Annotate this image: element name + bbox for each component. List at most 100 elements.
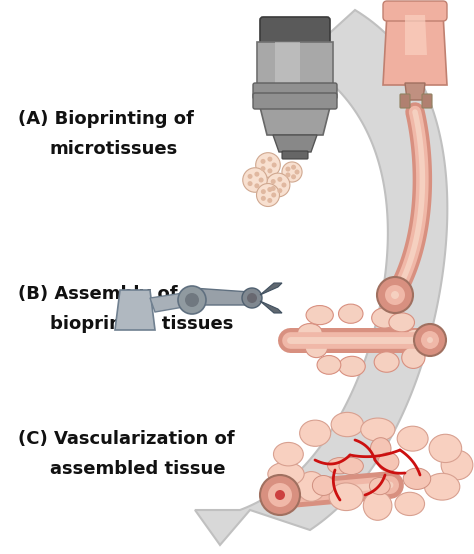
Circle shape — [247, 181, 253, 186]
Ellipse shape — [268, 462, 304, 486]
Circle shape — [294, 170, 300, 175]
Circle shape — [385, 285, 405, 305]
Circle shape — [267, 157, 273, 162]
Circle shape — [391, 291, 399, 299]
Polygon shape — [192, 288, 255, 305]
FancyBboxPatch shape — [282, 151, 308, 159]
Ellipse shape — [429, 434, 462, 463]
Ellipse shape — [425, 473, 460, 500]
Circle shape — [266, 173, 290, 197]
Circle shape — [260, 475, 300, 515]
Ellipse shape — [378, 453, 399, 471]
Ellipse shape — [395, 493, 425, 516]
Circle shape — [261, 166, 265, 171]
Circle shape — [261, 159, 265, 164]
Ellipse shape — [339, 356, 365, 376]
Polygon shape — [405, 15, 427, 55]
Ellipse shape — [397, 426, 428, 451]
Ellipse shape — [297, 471, 326, 501]
Ellipse shape — [338, 304, 363, 324]
Ellipse shape — [405, 472, 428, 489]
Circle shape — [282, 182, 286, 187]
Circle shape — [271, 179, 276, 184]
Ellipse shape — [300, 420, 331, 447]
Circle shape — [291, 165, 296, 170]
Ellipse shape — [329, 483, 363, 511]
Text: bioprinted tissues: bioprinted tissues — [50, 315, 233, 333]
Circle shape — [261, 189, 266, 194]
Circle shape — [414, 324, 446, 356]
Circle shape — [178, 286, 206, 314]
Ellipse shape — [331, 412, 364, 437]
FancyBboxPatch shape — [383, 1, 447, 21]
Ellipse shape — [389, 313, 414, 332]
FancyBboxPatch shape — [260, 17, 330, 45]
Circle shape — [272, 162, 277, 167]
Circle shape — [267, 168, 273, 173]
Ellipse shape — [371, 438, 391, 459]
Ellipse shape — [298, 324, 322, 342]
Circle shape — [247, 293, 257, 303]
Circle shape — [255, 153, 280, 177]
FancyBboxPatch shape — [400, 94, 410, 108]
Polygon shape — [195, 10, 447, 545]
Circle shape — [185, 293, 199, 307]
Circle shape — [242, 288, 262, 308]
Circle shape — [377, 277, 413, 313]
Ellipse shape — [369, 478, 390, 495]
Circle shape — [261, 196, 266, 201]
Circle shape — [427, 337, 433, 343]
FancyBboxPatch shape — [253, 93, 337, 109]
Polygon shape — [115, 290, 155, 330]
Polygon shape — [257, 42, 333, 85]
Circle shape — [277, 188, 283, 193]
Polygon shape — [260, 283, 282, 295]
Circle shape — [267, 198, 272, 203]
Ellipse shape — [441, 450, 473, 480]
Ellipse shape — [372, 308, 397, 328]
FancyBboxPatch shape — [253, 83, 337, 99]
Circle shape — [267, 187, 272, 192]
Circle shape — [259, 177, 264, 182]
Ellipse shape — [317, 356, 341, 375]
Polygon shape — [273, 135, 317, 152]
Ellipse shape — [374, 352, 399, 372]
Polygon shape — [405, 83, 425, 100]
Text: (A) Bioprinting of: (A) Bioprinting of — [18, 110, 194, 128]
Ellipse shape — [403, 329, 427, 351]
Ellipse shape — [273, 443, 303, 466]
FancyBboxPatch shape — [422, 94, 432, 108]
Circle shape — [285, 172, 291, 177]
Circle shape — [268, 483, 292, 507]
Circle shape — [275, 490, 285, 500]
Polygon shape — [383, 13, 447, 85]
Ellipse shape — [402, 347, 425, 368]
Circle shape — [255, 183, 259, 188]
Circle shape — [243, 168, 267, 192]
Ellipse shape — [328, 458, 352, 474]
Circle shape — [271, 192, 276, 197]
Text: microtissues: microtissues — [50, 140, 178, 158]
Ellipse shape — [403, 468, 431, 489]
Text: (B) Assembly of: (B) Assembly of — [18, 285, 178, 303]
Polygon shape — [260, 301, 282, 313]
Circle shape — [291, 175, 296, 179]
Ellipse shape — [306, 306, 333, 325]
Circle shape — [277, 177, 283, 182]
Ellipse shape — [305, 337, 328, 357]
Text: (C) Vascularization of: (C) Vascularization of — [18, 430, 235, 448]
Circle shape — [285, 167, 291, 172]
Ellipse shape — [339, 458, 364, 475]
Circle shape — [255, 172, 259, 177]
Ellipse shape — [312, 475, 335, 495]
Circle shape — [247, 174, 253, 179]
Circle shape — [282, 162, 302, 182]
Ellipse shape — [361, 418, 395, 441]
Ellipse shape — [363, 491, 392, 520]
Circle shape — [256, 183, 280, 207]
Text: assembled tissue: assembled tissue — [50, 460, 226, 478]
Circle shape — [271, 186, 276, 191]
Circle shape — [421, 331, 439, 349]
Polygon shape — [275, 42, 300, 85]
Polygon shape — [260, 107, 330, 135]
